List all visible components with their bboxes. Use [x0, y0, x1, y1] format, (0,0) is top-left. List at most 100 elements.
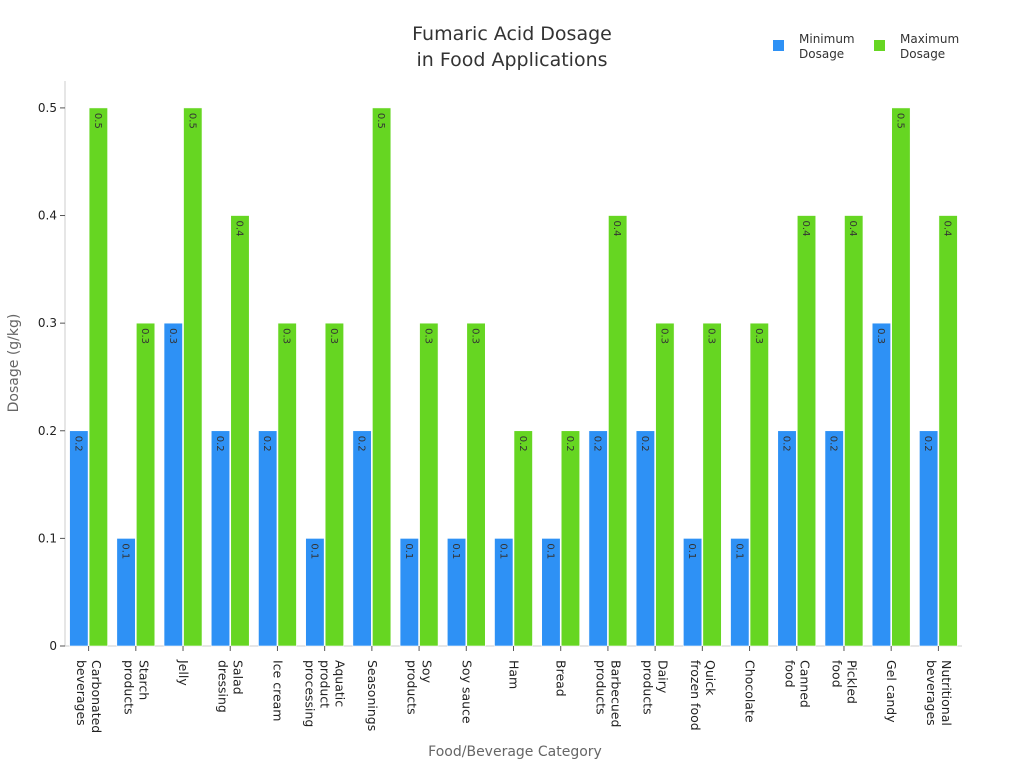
data-label: 0.3: [658, 328, 669, 344]
y-tick-label: 0.5: [38, 101, 57, 115]
data-label: 0.5: [92, 113, 103, 129]
bar-min: [871, 322, 891, 647]
bar-max: [183, 107, 203, 647]
x-tick-label: Soyproducts: [405, 660, 435, 715]
legend-swatch: [773, 40, 784, 51]
x-tick-label: Chocolate: [743, 660, 758, 723]
bar-min: [258, 430, 278, 647]
bar-max: [136, 322, 156, 647]
bar-max: [749, 322, 769, 647]
data-label: 0.3: [753, 328, 764, 344]
bar-max: [702, 322, 722, 647]
bar-max: [796, 215, 817, 647]
bar-min: [352, 430, 372, 647]
x-tick-label: Bread: [554, 660, 569, 697]
data-label: 0.4: [233, 221, 244, 237]
bar-max: [372, 107, 392, 647]
x-tick-label: Quickfrozen food: [688, 660, 718, 731]
bar-min: [683, 538, 703, 647]
y-tick-label: 0.3: [38, 316, 57, 330]
bar-min: [541, 538, 561, 647]
x-tick-label: Pickledfood: [829, 660, 859, 704]
data-label: 0.4: [942, 221, 953, 237]
bar-max: [608, 215, 628, 647]
y-tick-label: 0: [49, 639, 57, 653]
bar-min: [824, 430, 844, 647]
bar-min: [446, 538, 467, 647]
data-label: 0.3: [328, 328, 339, 344]
data-label: 0.3: [422, 328, 433, 344]
y-tick-label: 0.4: [38, 209, 57, 223]
data-label: 0.1: [686, 543, 697, 559]
data-label: 0.2: [781, 436, 792, 452]
x-tick-label: Barbecuedproducts: [593, 660, 623, 727]
x-tick-label: Soy sauce: [459, 660, 474, 724]
data-label: 0.1: [120, 543, 131, 559]
bar-max: [560, 430, 581, 647]
data-label: 0.3: [706, 328, 717, 344]
x-tick-label: Starchproducts: [121, 660, 151, 715]
data-label: 0.3: [139, 328, 150, 344]
data-label: 0.5: [894, 113, 905, 129]
bar-max: [88, 107, 108, 647]
bar-min: [210, 430, 231, 647]
chart-title: Fumaric Acid Dosage in Food Applications: [412, 23, 612, 71]
data-label: 0.2: [214, 436, 225, 452]
data-label: 0.2: [517, 436, 528, 452]
data-label: 0.2: [356, 436, 367, 452]
legend-label: Maximum Dosage: [900, 32, 959, 61]
data-label: 0.1: [308, 543, 319, 559]
bar-min: [69, 430, 89, 647]
x-tick-label: Gel candy: [884, 660, 899, 723]
bar-max: [324, 322, 344, 647]
data-label: 0.1: [733, 543, 744, 559]
x-tick-label: Dairyproducts: [641, 660, 671, 715]
x-axis-title: Food/Beverage Category: [428, 744, 602, 760]
y-tick-label: 0.1: [38, 531, 57, 545]
data-label: 0.3: [470, 328, 481, 344]
bar-max: [938, 215, 958, 647]
data-label: 0.1: [403, 543, 414, 559]
bar-min: [588, 430, 608, 647]
bar-max: [466, 322, 486, 647]
x-tick-label: Jelly: [176, 659, 191, 686]
x-tick-label: Ice cream: [270, 660, 285, 722]
data-label: 0.2: [261, 436, 272, 452]
bar-min: [399, 538, 419, 647]
bar-min: [116, 538, 136, 647]
y-tick-label: 0.2: [38, 424, 57, 438]
x-tick-label: Seasonings: [365, 660, 380, 731]
bar-max: [277, 322, 297, 647]
bar-min: [163, 322, 183, 647]
bar-max: [513, 430, 533, 647]
x-tick-label: Ham: [507, 660, 522, 689]
data-label: 0.2: [72, 436, 83, 452]
data-label: 0.3: [875, 328, 886, 344]
x-tick-label: Nutritionalbeverages: [924, 660, 954, 726]
bar-max: [655, 322, 675, 647]
bar-max: [844, 215, 864, 647]
data-label: 0.1: [450, 543, 461, 559]
x-tick-label: Carbonatedbeverages: [74, 660, 104, 733]
data-label: 0.2: [639, 436, 650, 452]
data-label: 0.3: [167, 328, 178, 344]
bar-max: [891, 107, 911, 647]
data-label: 0.4: [800, 221, 811, 237]
x-tick-label: Aquaticproductprocessing: [303, 660, 348, 727]
x-tick-label: Cannedfood: [782, 660, 812, 708]
data-label: 0.4: [847, 221, 858, 237]
data-label: 0.2: [922, 436, 933, 452]
data-label: 0.2: [592, 436, 603, 452]
data-label: 0.2: [564, 436, 575, 452]
bar-min: [919, 430, 939, 647]
data-label: 0.5: [375, 113, 386, 129]
y-axis-title: Dosage (g/kg): [6, 314, 22, 413]
data-label: 0.5: [186, 113, 197, 129]
data-label: 0.2: [828, 436, 839, 452]
bar-min: [494, 538, 514, 647]
bar-max: [419, 322, 439, 647]
bar-min: [635, 430, 655, 647]
data-label: 0.3: [281, 328, 292, 344]
data-label: 0.1: [497, 543, 508, 559]
